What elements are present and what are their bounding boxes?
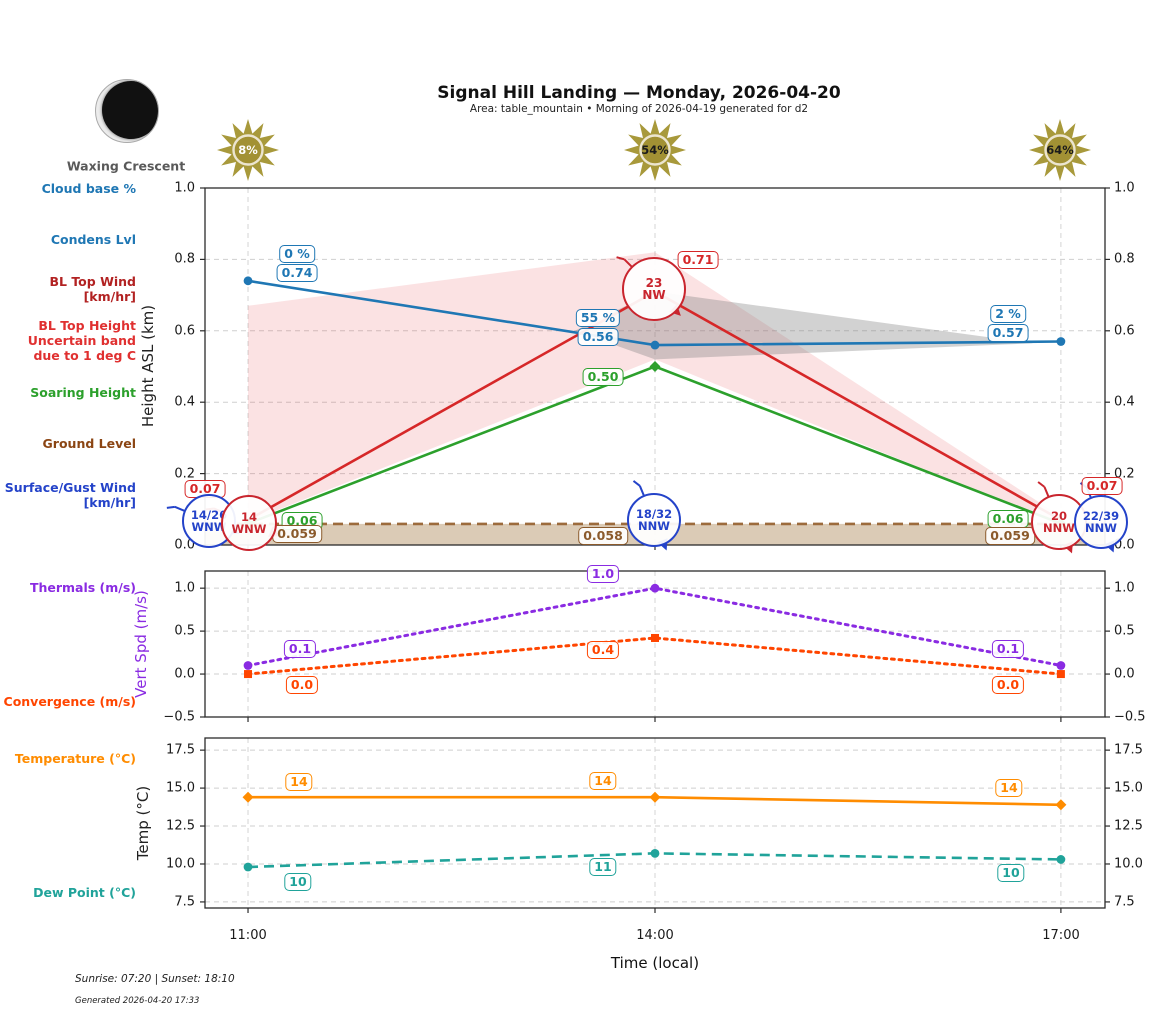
annotation-box: 0.0 (991, 676, 1025, 694)
legend-cloud-base: Cloud base % (41, 181, 136, 196)
generated-label: Generated 2026-04-20 17:33 (75, 996, 200, 1006)
y-tick-label: 0.4 (174, 394, 195, 410)
sun-icon: 8% (215, 117, 281, 183)
moon-phase-icon (95, 79, 159, 143)
y-axis-label-vert-spd: Vert Spd (m/s) (132, 590, 150, 698)
y-tick-label: 1.0 (1114, 180, 1135, 196)
legend-surface-gust-wind: Surface/Gust Wind [km/hr] (4, 480, 136, 510)
annotation-box: 0 % (279, 245, 315, 263)
wind-circle-bl-top-wind: 23 NW (622, 257, 686, 321)
y-tick-label: 1.0 (174, 180, 195, 196)
y-tick-label: 0.6 (1114, 323, 1135, 339)
annotation-box: 10 (997, 864, 1025, 882)
y-tick-label: 0.0 (174, 537, 195, 553)
y-tick-label: 10.0 (166, 856, 195, 872)
height-chart (200, 187, 1110, 550)
annotation-box: 0.57 (987, 324, 1029, 342)
legend-soaring-height: Soaring Height (30, 385, 136, 400)
legend-bl-top-wind: BL Top Wind [km/hr] (49, 274, 136, 304)
legend-dew-point: Dew Point (°C) (33, 885, 136, 900)
annotation-box: 0.74 (276, 264, 318, 282)
annotation-box: 14 (285, 773, 313, 791)
y-tick-label: 7.5 (1114, 894, 1135, 910)
y-tick-label: 12.5 (1114, 818, 1143, 834)
y-tick-label: 10.0 (1114, 856, 1143, 872)
page-subtitle: Area: table_mountain • Morning of 2026-0… (469, 103, 809, 115)
y-tick-label: 0.0 (1114, 666, 1135, 682)
annotation-box: 0.058 (578, 527, 628, 545)
y-tick-label: 1.0 (174, 580, 195, 596)
annotation-box: 0.06 (987, 510, 1029, 528)
annotation-box: 0.059 (985, 527, 1035, 545)
y-tick-label: 0.0 (174, 666, 195, 682)
wind-circle-bl-top-wind: 14 WNW (221, 495, 277, 551)
y-tick-label: 0.5 (174, 623, 195, 639)
sun-percentage: 8% (238, 143, 258, 157)
y-tick-label: −0.5 (163, 709, 195, 725)
y-tick-label: 1.0 (1114, 580, 1135, 596)
legend-condens-lvl: Condens Lvl (50, 232, 136, 247)
y-tick-label: 15.0 (1114, 780, 1143, 796)
x-axis-label: Time (local) (610, 954, 700, 972)
legend-convergence: Convergence (m/s) (3, 694, 136, 709)
y-tick-label: 15.0 (166, 780, 195, 796)
annotation-box: 0.1 (283, 640, 317, 658)
temperature-chart (200, 737, 1110, 913)
y-tick-label: 17.5 (1114, 742, 1143, 758)
annotation-box: 2 % (990, 305, 1026, 323)
legend-thermals: Thermals (m/s) (29, 580, 136, 595)
annotation-box: 11 (589, 858, 617, 876)
legend-temperature: Temperature (°C) (14, 751, 136, 766)
annotation-box: 14 (589, 772, 617, 790)
y-tick-label: 0.5 (1114, 623, 1135, 639)
annotation-box: 1.0 (586, 565, 620, 583)
moon-phase-label: Waxing Crescent (66, 158, 186, 174)
annotation-box: 0.0 (285, 676, 319, 694)
annotation-box: 0.4 (586, 641, 620, 659)
x-tick-label: 17:00 (1042, 928, 1080, 943)
wind-circle-surface-gust-wind: 18/32 NNW (627, 493, 681, 547)
annotation-box: 14 (995, 779, 1023, 797)
vert-speed-chart (200, 570, 1110, 722)
wind-circle-surface-gust-wind: 22/39 NNW (1074, 495, 1128, 549)
sun-icon: 64% (1027, 117, 1093, 183)
sunrise-sunset-label: Sunrise: 07:20 | Sunset: 18:10 (75, 973, 235, 985)
legend-ground-level: Ground Level (42, 436, 136, 451)
annotation-box: 0.07 (1081, 477, 1123, 495)
y-tick-label: −0.5 (1114, 709, 1146, 725)
y-tick-label: 0.4 (1114, 394, 1135, 410)
annotation-box: 55 % (575, 309, 621, 327)
y-tick-label: 17.5 (166, 742, 195, 758)
y-tick-label: 12.5 (166, 818, 195, 834)
y-tick-label: 0.2 (174, 466, 195, 482)
annotation-box: 10 (284, 873, 312, 891)
sun-percentage: 64% (1046, 143, 1074, 157)
sun-percentage: 54% (641, 143, 669, 157)
annotation-box: 0.50 (582, 368, 624, 386)
annotation-box: 0.1 (991, 640, 1025, 658)
page-title: Signal Hill Landing — Monday, 2026-04-20 (437, 83, 841, 103)
y-axis-label-temp: Temp (°C) (134, 785, 152, 861)
y-tick-label: 7.5 (174, 894, 195, 910)
y-tick-label: 0.8 (1114, 251, 1135, 267)
y-tick-label: 0.8 (174, 251, 195, 267)
annotation-box: 0.059 (272, 525, 322, 543)
legend-bl-top-height: BL Top Height Uncertain band due to 1 deg … (27, 318, 136, 363)
x-tick-label: 14:00 (636, 928, 674, 943)
annotation-box: 0.71 (677, 251, 719, 269)
y-tick-label: 0.6 (174, 323, 195, 339)
annotation-box: 0.56 (577, 328, 619, 346)
x-tick-label: 11:00 (229, 928, 267, 943)
sun-icon: 54% (622, 117, 688, 183)
